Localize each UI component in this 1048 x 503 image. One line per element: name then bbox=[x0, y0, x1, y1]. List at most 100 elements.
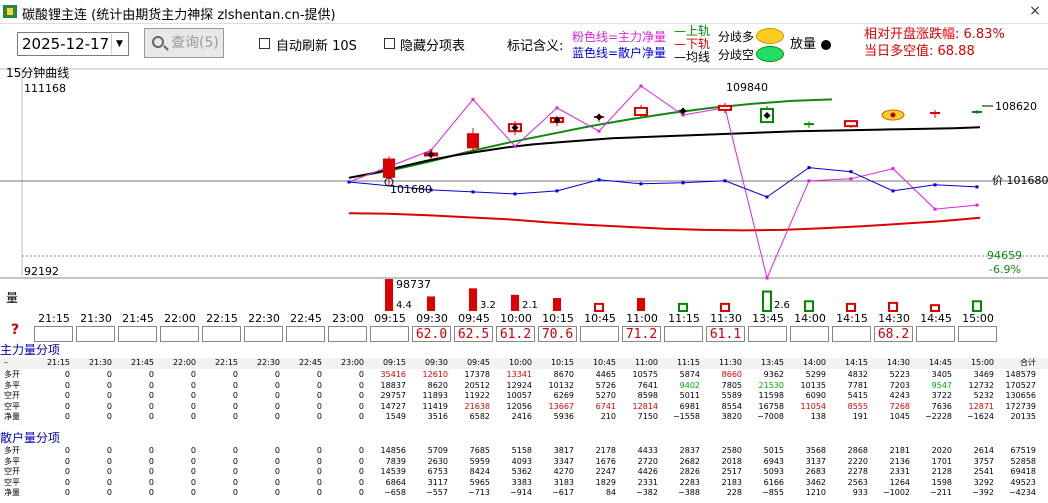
series-point-1-4 bbox=[555, 189, 559, 193]
volume-peak-label: 98737 bbox=[396, 278, 431, 291]
time-header-cell: 14:45 bbox=[920, 312, 952, 325]
table-cell: 0 bbox=[232, 467, 238, 476]
table-cell: 12924 bbox=[506, 380, 532, 390]
table-cell: 4093 bbox=[511, 456, 532, 466]
signal-diamond-marker bbox=[595, 113, 603, 121]
table-cell: 1210 bbox=[805, 488, 826, 497]
upper-rail-line bbox=[348, 98, 833, 179]
table-cell: 0 bbox=[232, 456, 238, 466]
table-cell: −2228 bbox=[924, 412, 952, 421]
table-row-label: 多开 bbox=[4, 446, 20, 455]
table-cell: 5959 bbox=[469, 456, 490, 466]
volume-label: 量 bbox=[6, 291, 18, 305]
table-row: 多开 0 0 0 0 0 0 0 0 35416 12610 17378 13341 8670 4465 10… bbox=[0, 370, 1048, 380]
table-cell: 7805 bbox=[721, 380, 742, 390]
table-cell: 0 bbox=[232, 380, 238, 390]
table-cell: 5015 bbox=[763, 446, 784, 455]
volume-spike-icon bbox=[821, 40, 831, 50]
auto-refresh-checkbox[interactable] bbox=[259, 38, 270, 49]
table-cell: 16758 bbox=[758, 401, 784, 411]
signal-diamond-marker bbox=[511, 124, 519, 132]
table-header-cell: 14:00 bbox=[802, 358, 826, 367]
table-cell: 1598 bbox=[931, 477, 952, 487]
table-cell: 3462 bbox=[805, 477, 826, 487]
table-cell: 0 bbox=[232, 488, 238, 497]
table-cell: 0 bbox=[190, 391, 196, 400]
table-cell: 2837 bbox=[679, 446, 700, 455]
table-header-cell: 11:30 bbox=[718, 358, 742, 367]
table-cell: 0 bbox=[358, 477, 364, 487]
volume-bar bbox=[637, 298, 645, 311]
chevron-down-icon[interactable]: ▼ bbox=[111, 34, 127, 54]
y-bottom-label: 92192 bbox=[24, 265, 59, 278]
table-cell: 0 bbox=[232, 412, 238, 421]
strength-value-box bbox=[958, 326, 997, 342]
table-header-cell: 21:30 bbox=[88, 358, 112, 367]
table-cell: 0 bbox=[358, 467, 364, 476]
table-cell: 2720 bbox=[637, 456, 658, 466]
table-cell: 0 bbox=[64, 488, 70, 497]
table-cell: 3757 bbox=[973, 456, 994, 466]
candle-body bbox=[634, 106, 648, 117]
table-cell: 5709 bbox=[427, 446, 448, 455]
table-cell: 0 bbox=[316, 391, 322, 400]
table-cell: 0 bbox=[106, 488, 112, 497]
table-cell: 0 bbox=[274, 477, 280, 487]
table-cell: 9362 bbox=[763, 370, 784, 379]
table-cell: 4270 bbox=[553, 467, 574, 476]
table-cell: 0 bbox=[190, 456, 196, 466]
table-cell: 170527 bbox=[1005, 380, 1036, 390]
table-cell: 0 bbox=[106, 401, 112, 411]
table-cell: 12056 bbox=[506, 401, 532, 411]
query-button[interactable]: 查询(5) bbox=[144, 28, 224, 58]
series-point-0-13 bbox=[933, 207, 937, 211]
time-header-cell: 22:30 bbox=[248, 312, 280, 325]
strength-value-box: 62.5 bbox=[454, 326, 493, 342]
table-cell: 5362 bbox=[511, 467, 532, 476]
legend-blue-line: 蓝色线=散户净量 bbox=[572, 46, 667, 60]
auto-refresh-label: 自动刷新 10S bbox=[276, 39, 357, 54]
table-row: 空平 0 0 0 0 0 0 0 0 6864 3117 5965 3383 3183 1829 2331 22… bbox=[0, 478, 1048, 488]
table-section-title: 散户量分项 bbox=[0, 431, 61, 445]
high-price-label: 109840 bbox=[726, 81, 768, 94]
table-header-cell: 23:00 bbox=[340, 358, 364, 367]
table-cell: 0 bbox=[148, 380, 154, 390]
legend-diverge-long: 分歧多 bbox=[718, 30, 755, 44]
series-point-0-3 bbox=[513, 144, 517, 148]
table-cell: 2020 bbox=[931, 446, 952, 455]
table-row-label: 多开 bbox=[4, 370, 20, 379]
close-button[interactable]: × bbox=[1029, 3, 1041, 19]
strength-value-box bbox=[748, 326, 787, 342]
table-cell: 2614 bbox=[973, 446, 994, 455]
table-cell: 5299 bbox=[805, 370, 826, 379]
table-cell: 3817 bbox=[553, 446, 574, 455]
hide-breakdown-checkbox[interactable] bbox=[384, 38, 395, 49]
table-cell: 0 bbox=[106, 391, 112, 400]
table-cell: 0 bbox=[274, 488, 280, 497]
time-header-cell: 11:00 bbox=[626, 312, 658, 325]
table-row: 多开 0 0 0 0 0 0 0 0 14856 5709 7685 5158 3817 2178 4433 2… bbox=[0, 446, 1048, 456]
table-cell: 11598 bbox=[758, 391, 784, 400]
table-cell: 0 bbox=[148, 477, 154, 487]
table-cell: 172739 bbox=[1005, 401, 1036, 411]
signal-diamond-marker bbox=[553, 116, 561, 124]
date-select[interactable]: 2025-12-17 ▼ bbox=[17, 32, 129, 56]
table-cell: 3137 bbox=[805, 456, 826, 466]
series-point-0-5 bbox=[597, 129, 601, 133]
table-header-first: – bbox=[4, 358, 8, 367]
table-cell: 3516 bbox=[427, 412, 448, 421]
table-cell: 0 bbox=[190, 370, 196, 379]
table-cell: 0 bbox=[106, 446, 112, 455]
table-cell: 14856 bbox=[380, 446, 406, 455]
strength-help-icon[interactable]: ? bbox=[11, 322, 20, 338]
table-cell: 0 bbox=[274, 391, 280, 400]
table-cell: −4234 bbox=[1008, 488, 1036, 497]
table-row: 空开 0 0 0 0 0 0 0 0 29757 11893 11922 10057 6269 5270 85… bbox=[0, 391, 1048, 401]
table-cell: 3383 bbox=[511, 477, 532, 487]
strength-value-box bbox=[244, 326, 283, 342]
table-cell: 0 bbox=[316, 488, 322, 497]
table-cell: 11054 bbox=[800, 401, 826, 411]
table-cell: 5415 bbox=[847, 391, 868, 400]
retail-volume-table: 散户量分项 多开 0 0 0 0 0 0 0 0 14856 5709 7685 5158 3817 2178… bbox=[0, 432, 1048, 503]
title-bar: 碳酸锂主连 (统计由期货主力神探 zlshentan.cn-提供) × bbox=[0, 0, 1048, 24]
